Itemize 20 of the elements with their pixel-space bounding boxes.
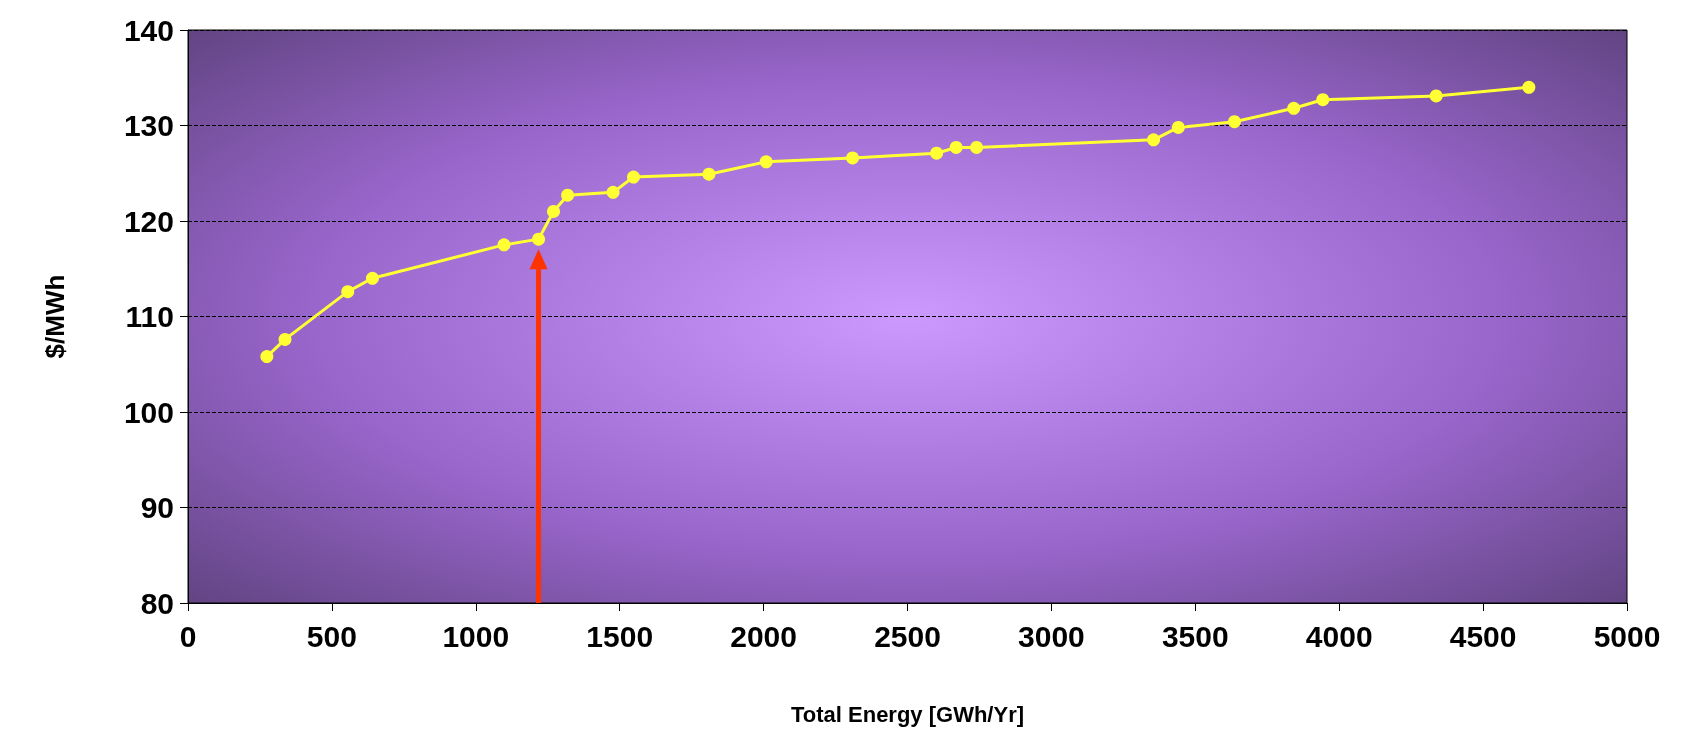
x-tick-label: 4000 [1305,619,1373,653]
x-tick-label: 2500 [874,619,941,653]
y-tick-label: 110 [125,300,174,333]
y-tick-label: 90 [140,491,174,524]
x-tick-label: 3000 [1018,619,1085,653]
x-tick-label: 0 [179,619,197,653]
x-tick-label: 3500 [1161,619,1229,653]
y-tick-label: 100 [123,395,174,429]
y-tick-label: 140 [123,13,174,47]
y-tick-label: 130 [123,109,174,142]
x-tick-label: 1000 [442,619,510,653]
x-tick-label: 1500 [586,619,654,653]
x-tick-label: 500 [306,619,357,653]
y-tick-label: 80 [140,586,174,620]
x-tick-label: 4500 [1449,619,1517,653]
y-tick-label: 120 [123,204,174,238]
y-axis-title: $/MWh [40,274,70,359]
x-tick-label: 2000 [730,619,797,653]
x-tick-label: 5000 [1593,619,1661,653]
x-axis-title: Total Energy [GWh/Yr] [790,701,1025,727]
